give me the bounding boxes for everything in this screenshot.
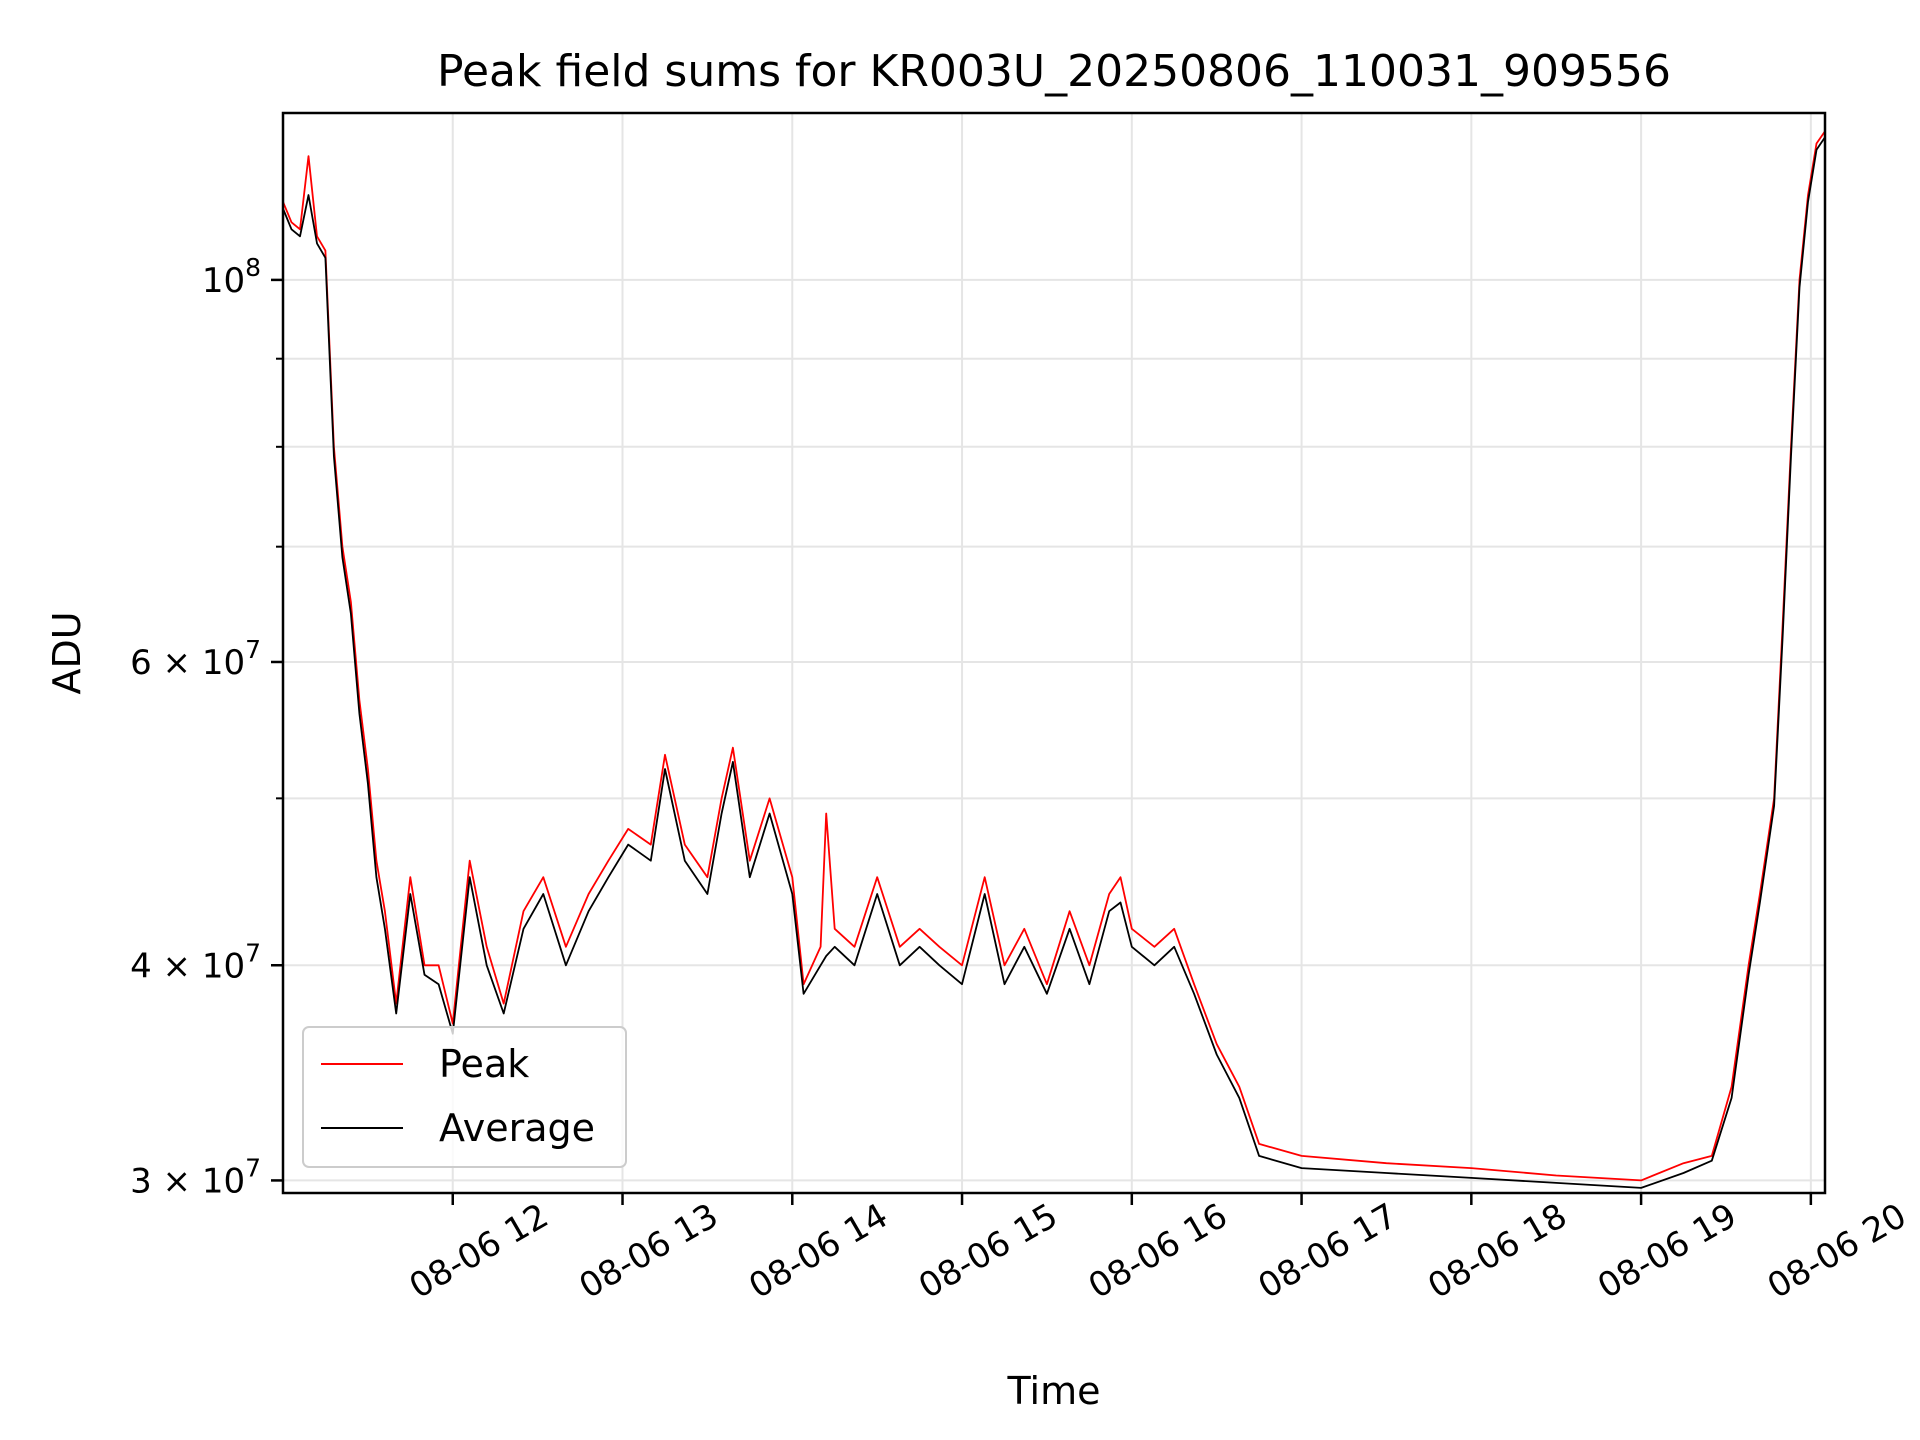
y-tick-label: 108: [202, 253, 261, 301]
plot-frame: [281, 111, 1827, 1195]
legend-label-average: Average: [439, 1106, 595, 1150]
series-layer: [282, 130, 1826, 1189]
y-tick-label: 4 × 107: [130, 938, 261, 986]
grid-lines: [283, 113, 1825, 1193]
y-tick-label: 6 × 107: [130, 635, 261, 683]
y-axis-label: ADU: [45, 611, 89, 694]
legend-label-peak: Peak: [439, 1042, 529, 1086]
legend: Peak Average: [302, 1026, 627, 1168]
series-line-average: [282, 136, 1826, 1189]
legend-box: [302, 1026, 627, 1168]
series-line-peak: [282, 130, 1826, 1182]
x-axis-label: Time: [1007, 1369, 1101, 1413]
chart-title: Peak field sums for KR003U_20250806_1100…: [437, 46, 1671, 97]
y-tick-label: 3 × 107: [130, 1153, 261, 1201]
